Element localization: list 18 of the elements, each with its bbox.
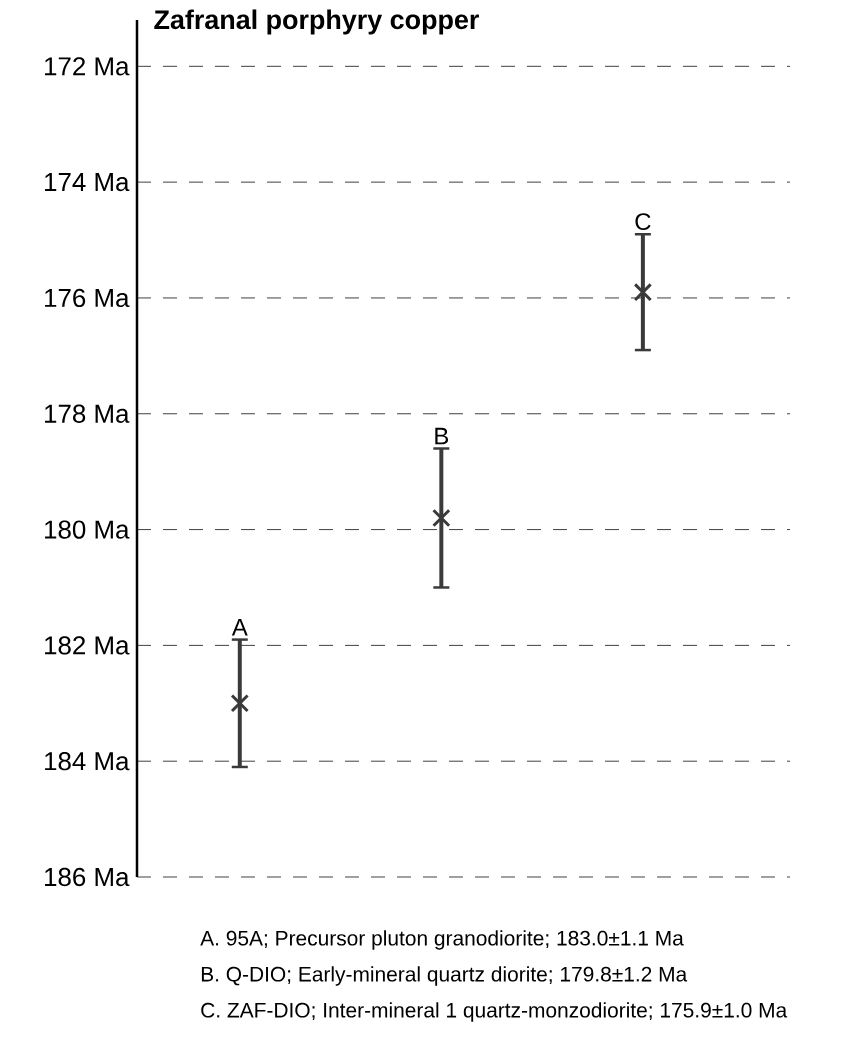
chart-title: Zafranal porphyry copper [154,9,479,35]
y-tick-label: 180 Ma [45,520,130,539]
data-label: B [435,427,449,445]
y-tick-label: 172 Ma [45,57,130,76]
y-tick-label: 184 Ma [45,752,130,771]
point [230,694,250,713]
data-label: C [635,213,651,231]
y-tick-label: 178 Ma [45,404,130,423]
y-tick-label: 182 Ma [45,636,130,655]
text: A. 95A; Precursor pluton granodiorite; 183.0±1.1 Ma [200,930,684,950]
y-tick-label: 186 Ma [45,867,130,887]
y-tick-label: 176 Ma [45,288,130,308]
text: B. Q-DIO; Early-mineral quartz diorite; 179.8±1.2 Ma [201,966,688,986]
data-label: A [231,618,248,636]
point [633,282,653,302]
point [432,508,451,528]
text: C. ZAF-DIO; Inter-mineral 1 quartz-monzodiorite; 175.9±1.0 Ma [201,1002,788,1022]
y-tick-label: 174 Ma [45,173,130,192]
